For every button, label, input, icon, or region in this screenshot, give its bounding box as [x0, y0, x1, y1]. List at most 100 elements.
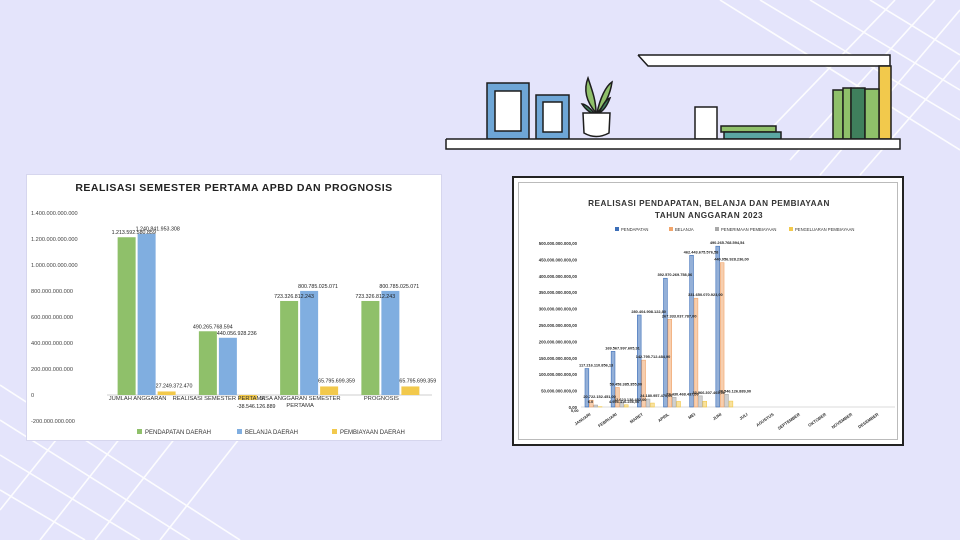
chart2-ytick-label: 0,00: [569, 405, 578, 410]
chart1-data-label: 65.795.699.359: [399, 378, 436, 384]
chart1-bar: [361, 300, 380, 395]
chart2-bar: [650, 402, 655, 408]
chart2-legend-label: PENERIMAAN PEMBIAYAAN: [721, 227, 776, 232]
chart2-frame: REALISASI PENDAPATAN, BELANJA DAN PEMBIA…: [518, 182, 898, 440]
chart2-bar: [702, 400, 707, 408]
chart2-category-label: FEBRUARI: [597, 412, 618, 429]
chart1-bar: [280, 300, 299, 395]
chart2-data-label: 33.966.307.465,00: [692, 390, 724, 395]
chart1-legend-swatch: [332, 429, 337, 434]
chart2-ytick-label: 100.000.000.000,00: [539, 372, 578, 377]
chart2-bar: [641, 359, 646, 408]
chart1-legend-swatch: [137, 429, 142, 434]
chart-card-apbd: REALISASI SEMESTER PERTAMA APBD DAN PROG…: [27, 175, 441, 440]
chart2-category-label: AGUSTUS: [755, 412, 775, 428]
chart2-legend-label: BELANJA: [675, 227, 694, 232]
chart1-category-label: PERTAMA: [286, 403, 314, 409]
chart2-bar: [715, 245, 720, 408]
chart1-ytick-label: 0: [31, 393, 34, 399]
chart2-ytick-label: 300.000.000.000,00: [539, 307, 578, 312]
chart2-data-label: 24.180.957.470,00: [640, 393, 672, 398]
chart2-data-label: 59.458.385.355,00: [610, 381, 642, 386]
chart1-ytick-label: 1.200.000.000.000: [31, 237, 78, 243]
book-stack-bottom: [723, 131, 782, 140]
chart1-legend-swatch: [237, 429, 242, 434]
chart2-category-label: MEI: [687, 412, 696, 420]
chart2-data-label: 20.722.152.451,00: [583, 394, 615, 399]
chart2-data-label: 12.623.138.452,00: [614, 397, 646, 402]
chart1-data-label: -38.546.126.889: [237, 404, 276, 410]
chart1-bar: [381, 290, 400, 395]
chart1-ytick-label: 1.000.000.000.000: [31, 263, 78, 269]
chart1-bar: [117, 237, 136, 395]
chart2-data-label: 490.265.768.594,54: [710, 240, 745, 245]
chart1-legend-label: PENDAPATAN DAERAH: [145, 430, 211, 436]
chart2-subtitle: TAHUN ANGGARAN 2023: [655, 211, 763, 220]
chart1-data-label: 440.056.928.236: [217, 331, 257, 337]
chart2-category-label: DESEMBER: [857, 412, 879, 430]
chart1-bar: [157, 391, 176, 395]
chart1-data-label: 1.240.841.953.308: [136, 227, 180, 233]
chart2-bar: [645, 398, 651, 408]
chart2-bar: [619, 402, 625, 408]
chart1-title: REALISASI SEMESTER PERTAMA APBD DAN PROG…: [75, 182, 392, 194]
chart2-bar: [610, 351, 616, 408]
chart1-bar: [401, 386, 420, 395]
chart2-bar: [624, 404, 629, 408]
chart-monthly-realization: REALISASI PENDAPATAN, BELANJA DAN PEMBIA…: [539, 199, 895, 431]
chart2-data-label: 440.056.928.236,00: [714, 257, 749, 262]
chart2-category-label: MARET: [629, 411, 644, 424]
chart2-category-label: OKTOBER: [807, 412, 827, 428]
chart2-data-label: 142.795.712.484,00: [636, 354, 671, 359]
chart2-data-label: 462.443.675.576,58: [684, 249, 719, 254]
chart2-bar: [719, 262, 725, 408]
chart1-data-label: 800.785.025.071: [379, 284, 419, 290]
chart2-category-label: SEPTEMBER: [777, 412, 801, 431]
chart2-data-label: 392.570.269.758,06: [658, 272, 693, 277]
chart2-bar: [589, 399, 594, 408]
chart2-bar: [689, 255, 694, 408]
chart2-ytick-label: 200.000.000.000,00: [539, 339, 578, 344]
chart2-legend-swatch: [715, 227, 719, 231]
chart2-bar: [693, 297, 699, 408]
chart2-data-label: 117.216.110.856,13: [579, 363, 614, 368]
chart2-data-label: 169.567.997.605,91: [605, 345, 640, 350]
book-yellow: [878, 65, 892, 140]
chart2-extra-label: 4.956.416.236,00: [609, 399, 639, 404]
chart1-ytick-label: 200.000.000.000: [31, 367, 73, 373]
chart2-bar: [676, 401, 681, 408]
chart2-bar: [637, 314, 642, 408]
chart2-bar: [698, 395, 703, 408]
chart2-legend-swatch: [615, 227, 619, 231]
chart2-bar: [584, 368, 590, 408]
chart1-ytick-label: -200.000.000.000: [31, 419, 75, 425]
chart1-bar: [198, 331, 217, 395]
chart2-legend-label: PENGELUARAN PEMBIAYAAN: [795, 227, 854, 232]
chart1-category-label: SISA ANGGARAN SEMESTER: [260, 396, 341, 402]
chart1-ytick-label: 800.000.000.000: [31, 289, 73, 295]
chart2-title: REALISASI PENDAPATAN, BELANJA DAN PEMBIA…: [588, 199, 830, 208]
chart2-data-label: 29.430.468.437,00: [666, 391, 698, 396]
chart1-ytick-label: 400.000.000.000: [31, 341, 73, 347]
chart1-bar: [300, 290, 319, 395]
picture-frame-small-inner: [542, 101, 563, 133]
chart1-ytick-label: 1.400.000.000.000: [31, 211, 78, 217]
chart1-bar: [320, 386, 339, 395]
chart2-bar: [663, 277, 668, 408]
chart1-legend-label: PEMBIAYAAN DAERAH: [340, 430, 405, 436]
chart2-category-label: JANUARI: [573, 412, 591, 427]
chart1-bar: [238, 395, 257, 401]
chart2-category-label: JUNI: [712, 412, 723, 422]
picture-frame-large-inner: [494, 90, 522, 132]
chart2-ytick-label: 350.000.000.000,00: [539, 290, 578, 295]
chart2-bar: [615, 387, 620, 408]
chart1-data-label: 723.326.812.243: [274, 294, 314, 300]
chart2-category-label: NOVEMBER: [831, 412, 854, 430]
chart2-data-label: 267.333.037.787,00: [662, 313, 697, 318]
chart2-ytick-label: 50.000.000.000,00: [541, 389, 577, 394]
plant-leaf-1: [585, 75, 597, 116]
chart2-bar: [672, 397, 677, 408]
chart2-legend-swatch: [669, 227, 673, 231]
plant-leaf-4: [597, 96, 612, 115]
